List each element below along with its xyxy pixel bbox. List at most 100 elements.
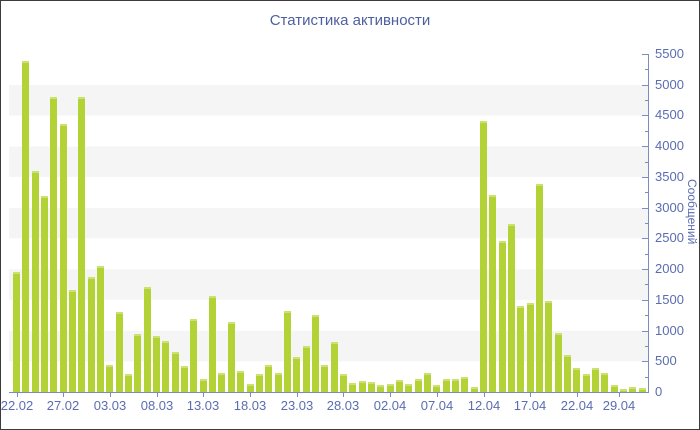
bar-day-55 bbox=[526, 303, 534, 392]
bar-day-59 bbox=[564, 355, 572, 392]
bar-day-65 bbox=[620, 389, 628, 392]
x-tick-label: 18.03 bbox=[233, 398, 267, 413]
bar-day-11 bbox=[115, 312, 123, 392]
x-tick-label: 03.03 bbox=[93, 398, 127, 413]
x-tick-mark bbox=[619, 392, 620, 397]
bar-day-19 bbox=[190, 319, 198, 392]
bar-day-36 bbox=[349, 383, 357, 392]
y-major-tick-mark bbox=[642, 269, 648, 270]
bar-day-66 bbox=[629, 387, 637, 392]
bar-day-60 bbox=[573, 368, 581, 392]
bar-day-9 bbox=[97, 266, 105, 392]
y-tick-label: 4000 bbox=[655, 138, 684, 153]
y-major-tick-mark bbox=[642, 361, 648, 362]
y-major-tick-mark bbox=[642, 208, 648, 209]
x-tick-label: 07.04 bbox=[420, 398, 454, 413]
y-tick-label: 1500 bbox=[655, 292, 684, 307]
bar-day-20 bbox=[199, 379, 207, 392]
x-tick-label: 13.03 bbox=[186, 398, 220, 413]
y-minor-tick-mark bbox=[645, 69, 648, 70]
bar-day-4 bbox=[50, 97, 58, 392]
x-tick-mark bbox=[577, 392, 578, 397]
bar-day-50 bbox=[480, 121, 487, 392]
y-minor-tick-mark bbox=[645, 346, 648, 347]
x-tick-label: 17.04 bbox=[513, 398, 547, 413]
y-tick-label: 0 bbox=[655, 384, 663, 399]
bar-day-33 bbox=[321, 365, 329, 392]
bar-day-54 bbox=[517, 306, 525, 392]
bar-day-21 bbox=[209, 296, 217, 392]
bar-day-14 bbox=[143, 287, 151, 392]
x-tick-mark bbox=[297, 392, 298, 397]
y-minor-tick-mark bbox=[645, 192, 648, 193]
y-minor-tick-mark bbox=[645, 100, 648, 101]
x-tick-mark bbox=[157, 392, 158, 397]
bar-day-24 bbox=[237, 371, 245, 392]
y-minor-tick-mark bbox=[645, 131, 648, 132]
bar-day-26 bbox=[255, 374, 263, 392]
y-major-tick-mark bbox=[642, 85, 648, 86]
y-tick-label: 5000 bbox=[655, 77, 684, 92]
bar-day-13 bbox=[134, 334, 142, 392]
bar-day-25 bbox=[246, 384, 254, 392]
bar-day-22 bbox=[218, 373, 226, 392]
x-tick-label: 08.03 bbox=[140, 398, 174, 413]
y-tick-label: 1000 bbox=[655, 323, 684, 338]
bar-day-62 bbox=[592, 368, 600, 392]
x-tick-mark bbox=[530, 392, 531, 397]
bar-day-46 bbox=[442, 379, 450, 392]
x-tick-mark bbox=[110, 392, 111, 397]
y-tick-label: 500 bbox=[655, 353, 677, 368]
bar-day-48 bbox=[461, 377, 469, 392]
y-axis-line bbox=[648, 54, 649, 393]
bar-day-63 bbox=[601, 373, 609, 392]
bar-day-43 bbox=[414, 379, 422, 392]
x-tick-mark bbox=[17, 392, 18, 397]
bar-day-32 bbox=[311, 315, 319, 392]
bar-day-56 bbox=[536, 184, 544, 392]
bar-day-45 bbox=[433, 385, 441, 392]
x-tick-label: 27.02 bbox=[46, 398, 80, 413]
bar-day-37 bbox=[358, 381, 366, 392]
chart-title: Статистика активности bbox=[269, 12, 431, 29]
x-tick-label: 22.02 bbox=[0, 398, 34, 413]
bar-day-23 bbox=[227, 322, 235, 392]
bar-day-30 bbox=[293, 357, 301, 392]
y-minor-tick-mark bbox=[645, 284, 648, 285]
bar-day-40 bbox=[386, 384, 394, 392]
bar-day-28 bbox=[274, 373, 282, 392]
y-major-tick-mark bbox=[642, 115, 648, 116]
y-major-tick-mark bbox=[642, 177, 648, 178]
y-tick-label: 4500 bbox=[655, 107, 684, 122]
bar-day-27 bbox=[265, 365, 273, 392]
y-major-tick-mark bbox=[642, 54, 648, 55]
bar-day-3 bbox=[41, 196, 49, 392]
bar-day-52 bbox=[498, 241, 506, 392]
bar-day-8 bbox=[87, 277, 95, 392]
bar-day-29 bbox=[283, 311, 291, 392]
x-tick-label: 02.04 bbox=[373, 398, 407, 413]
bar-day-64 bbox=[610, 385, 618, 392]
y-major-tick-mark bbox=[642, 392, 648, 393]
bar-day-61 bbox=[582, 374, 590, 392]
y-tick-label: 2500 bbox=[655, 230, 684, 245]
x-tick-mark bbox=[63, 392, 64, 397]
bar-day-67 bbox=[638, 388, 646, 392]
y-axis-title: Сообщений bbox=[685, 179, 699, 245]
y-major-tick-mark bbox=[642, 146, 648, 147]
x-tick-label: 22.04 bbox=[560, 398, 594, 413]
x-tick-mark bbox=[203, 392, 204, 397]
bar-day-0 bbox=[13, 272, 20, 392]
y-major-tick-mark bbox=[642, 331, 648, 332]
bar-day-39 bbox=[377, 385, 385, 392]
y-minor-tick-mark bbox=[645, 223, 648, 224]
bar-day-38 bbox=[367, 382, 375, 392]
bar-day-18 bbox=[181, 366, 189, 392]
x-tick-label: 23.03 bbox=[280, 398, 314, 413]
x-tick-mark bbox=[390, 392, 391, 397]
bar-day-1 bbox=[22, 61, 30, 392]
y-minor-tick-mark bbox=[645, 377, 648, 378]
bar-day-58 bbox=[554, 333, 562, 392]
bar-day-35 bbox=[339, 374, 347, 392]
